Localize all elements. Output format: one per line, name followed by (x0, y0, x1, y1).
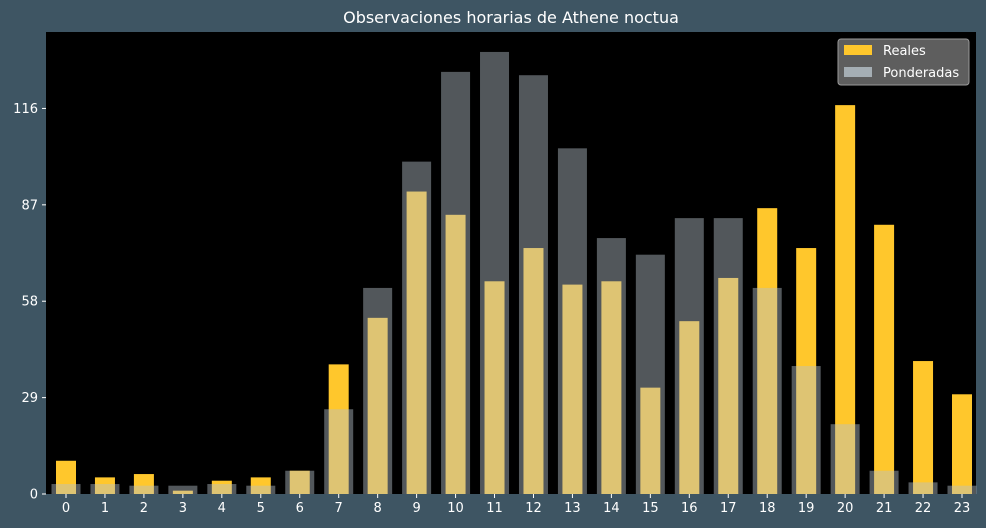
bar-reales-10 (445, 214, 466, 494)
bar-reales-21 (874, 224, 895, 494)
bar-ponderadas-22 (908, 482, 938, 494)
y-tick-label: 0 (30, 488, 38, 503)
bar-ponderadas-18 (752, 287, 782, 494)
x-tick-label: 16 (681, 501, 698, 516)
bar-reales-13 (562, 284, 583, 494)
bar-ponderadas-19 (791, 366, 821, 494)
x-tick-label: 14 (603, 501, 620, 516)
y-tick-label: 87 (21, 198, 38, 213)
legend: Reales Ponderadas (837, 38, 970, 86)
bar-reales-12 (523, 248, 544, 494)
bar-ponderadas-15 (635, 254, 665, 494)
x-tick-label: 3 (179, 501, 187, 516)
plot-area (46, 32, 976, 494)
bar-ponderadas-17 (713, 218, 743, 494)
x-tick-label: 20 (837, 501, 854, 516)
legend-label-reales: Reales (883, 44, 926, 59)
bar-ponderadas-16 (674, 218, 704, 494)
bar-ponderadas-23 (947, 485, 977, 494)
y-tick-label: 58 (21, 295, 38, 310)
bar-ponderadas-3 (168, 485, 198, 494)
bar-reales-7 (328, 364, 349, 494)
x-tick-label: 1 (101, 501, 109, 516)
bar-ponderadas-8 (363, 287, 393, 494)
bar-reales-15 (640, 387, 661, 494)
legend-label-ponderadas: Ponderadas (883, 66, 959, 81)
bar-reales-19 (796, 248, 817, 494)
y-axis: 0 29 58 87 116 (13, 102, 46, 503)
bar-reales-4 (211, 480, 232, 494)
bar-ponderadas-7 (324, 409, 354, 494)
x-tick-label: 7 (335, 501, 343, 516)
bar-ponderadas-10 (441, 71, 471, 495)
bar-ponderadas-0 (51, 484, 81, 494)
x-tick-label: 17 (720, 501, 737, 516)
bar-reales-3 (172, 490, 193, 494)
x-tick-label: 12 (525, 501, 542, 516)
x-tick-label: 11 (486, 501, 503, 516)
bar-reales-20 (835, 105, 856, 494)
x-tick-label: 23 (954, 501, 971, 516)
bar-reales-17 (718, 277, 739, 494)
bar-reales-11 (484, 281, 505, 494)
legend-swatch-ponderadas (844, 67, 872, 77)
x-tick-label: 6 (296, 501, 304, 516)
bar-ponderadas-1 (90, 484, 120, 494)
bar-reales-2 (133, 474, 154, 494)
x-tick-label: 4 (218, 501, 226, 516)
bar-ponderadas-14 (596, 238, 626, 494)
bar-reales-14 (601, 281, 622, 494)
x-tick-label: 19 (798, 501, 815, 516)
x-tick-label: 5 (257, 501, 265, 516)
bar-ponderadas-13 (557, 148, 587, 494)
bar-ponderadas-9 (402, 161, 432, 494)
x-tick-label: 8 (374, 501, 382, 516)
series-reales (56, 105, 972, 495)
x-tick-label: 0 (62, 501, 70, 516)
bar-ponderadas-6 (285, 470, 315, 494)
bar-reales-1 (94, 477, 115, 494)
chart-title: Observaciones horarias de Athene noctua (343, 8, 679, 27)
series-ponderadas (51, 51, 977, 495)
bar-ponderadas-21 (869, 470, 899, 494)
bar-ponderadas-5 (246, 485, 276, 494)
x-tick-label: 9 (412, 501, 420, 516)
x-tick-label: 13 (564, 501, 581, 516)
bar-reales-9 (406, 191, 427, 495)
bar-reales-0 (56, 460, 76, 494)
x-tick-label: 15 (642, 501, 659, 516)
x-tick-label: 21 (876, 501, 893, 516)
x-axis: 0 1 2 3 4 5 6 7 8 9 10 11 12 13 14 15 16 17 18 19 20 21 22 23 (62, 494, 970, 516)
bar-reales-8 (367, 317, 388, 494)
bar-reales-16 (679, 321, 700, 494)
bar-reales-18 (757, 208, 778, 495)
legend-swatch-reales (844, 45, 872, 55)
x-tick-label: 22 (915, 501, 932, 516)
x-tick-label: 2 (140, 501, 148, 516)
bar-ponderadas-11 (480, 51, 510, 495)
y-tick-label: 29 (21, 391, 38, 406)
bar-reales-5 (250, 477, 271, 494)
bar-reales-23 (952, 394, 972, 494)
bar-reales-6 (289, 470, 310, 494)
bar-ponderadas-4 (207, 484, 237, 494)
y-tick-label: 116 (13, 102, 38, 117)
x-tick-label: 10 (447, 501, 464, 516)
bar-ponderadas-12 (518, 75, 548, 495)
bar-reales-22 (913, 361, 934, 494)
bar-ponderadas-2 (129, 485, 159, 494)
x-tick-label: 18 (759, 501, 776, 516)
bar-ponderadas-20 (830, 424, 860, 494)
